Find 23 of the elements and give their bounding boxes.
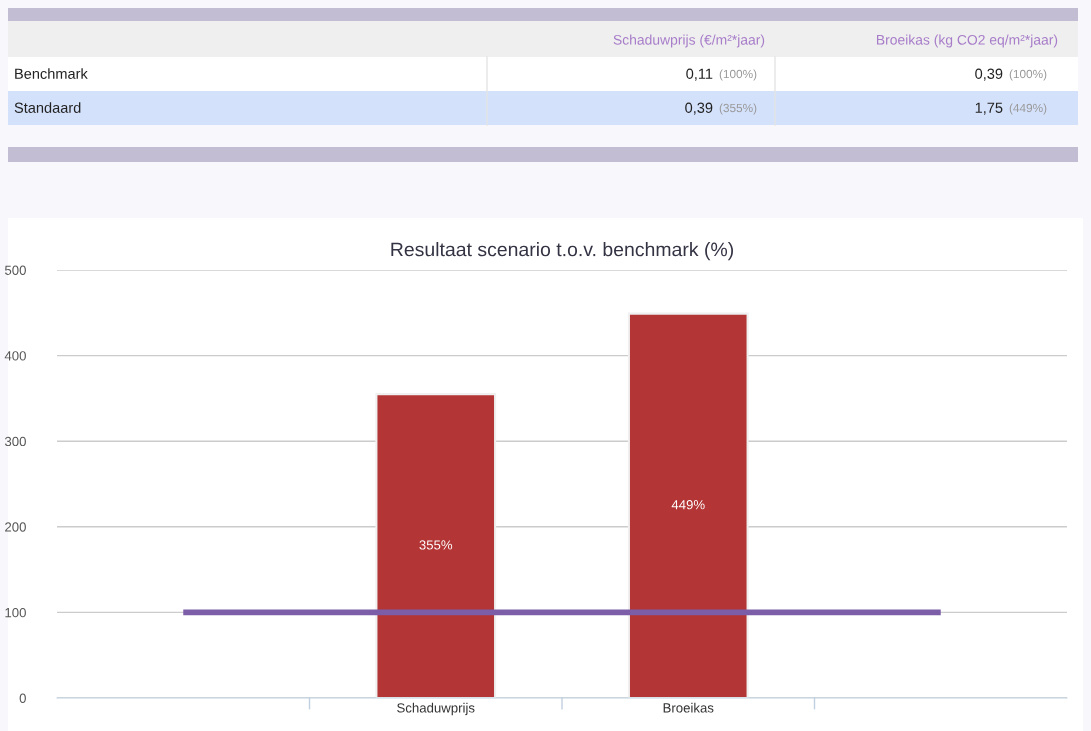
text: (449%) [1009, 103, 1047, 115]
text: (355%) [719, 103, 757, 115]
y-tick-label: 200 [5, 522, 26, 532]
y-tick-label: 0 [19, 693, 26, 703]
data-label: 449% [671, 500, 705, 510]
text: (100%) [1009, 69, 1047, 81]
text: 1,75 [975, 102, 1003, 115]
data-label: 355% [419, 540, 453, 550]
text: Standaard [14, 102, 81, 113]
y-tick-label: 500 [4, 265, 26, 275]
text: Broeikas (kg CO2 eq/m²*jaar) [876, 34, 1058, 48]
y-tick-label: 400 [4, 351, 26, 361]
chart-title: Resultaat scenario t.o.v. benchmark (%) [391, 242, 733, 261]
text: 0,39 [685, 102, 713, 115]
y-tick-label: 300 [4, 436, 26, 447]
x-tick-label: Broeikas [663, 702, 714, 713]
text: Schaduwprijs (€/m²*jaar) [613, 34, 765, 48]
text: 0,11 [686, 68, 713, 81]
text: Benchmark [15, 68, 88, 79]
x-tick-label: Schaduwprijs [397, 702, 475, 716]
text: (100%) [719, 69, 757, 81]
text: 0,39 [975, 68, 1003, 81]
y-tick-label: 100 [5, 607, 26, 618]
